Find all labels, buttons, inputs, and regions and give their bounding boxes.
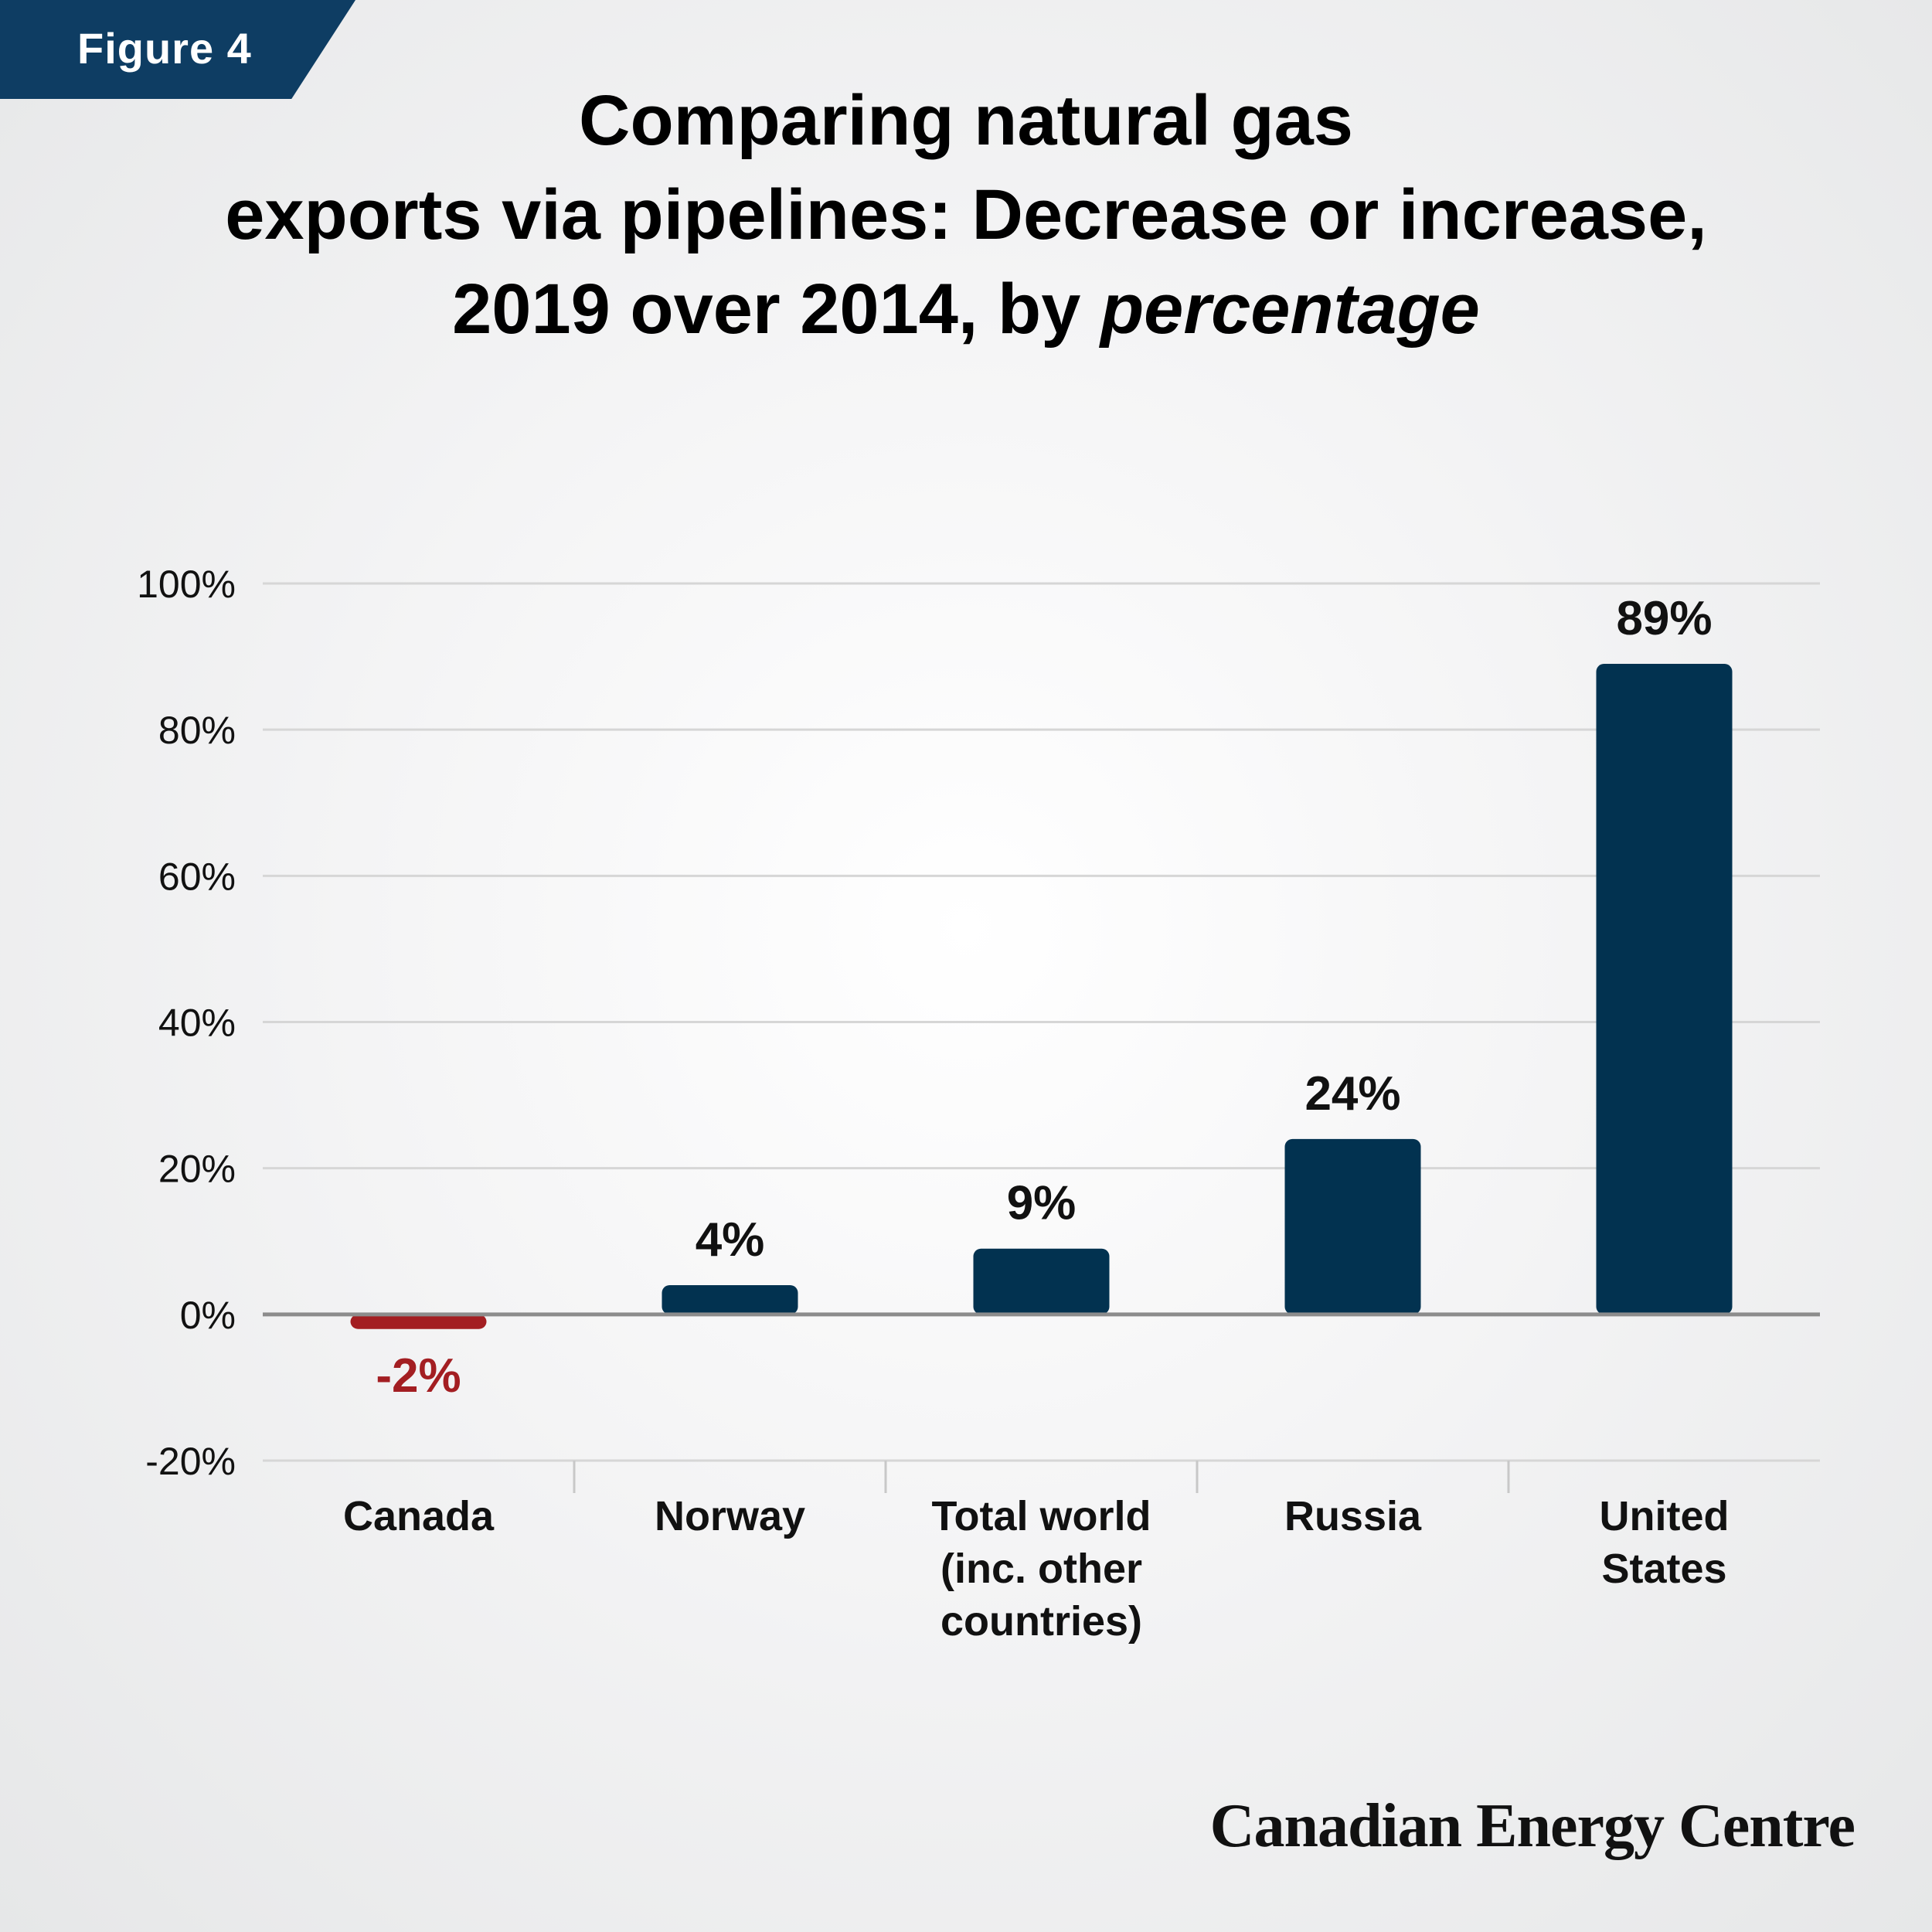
category-label-line: United — [1600, 1493, 1730, 1539]
category-label-line: (inc. other — [940, 1546, 1142, 1592]
chart-title: Comparing natural gas exports via pipeli… — [46, 73, 1886, 356]
title-line-3: 2019 over 2014, by percentage — [46, 262, 1886, 356]
brand-logo-text: Canadian Energy Centre — [1209, 1792, 1855, 1860]
category-label-line: States — [1601, 1546, 1726, 1592]
figure-badge — [0, 0, 355, 99]
category-label: Norway — [655, 1493, 805, 1539]
category-label: Canada — [343, 1493, 495, 1539]
category-label: Total world (inc. other countries) — [932, 1493, 1151, 1645]
bar — [350, 1314, 487, 1329]
bar — [1284, 1138, 1421, 1315]
category-label-line: Norway — [655, 1493, 805, 1539]
figure-label: Figure 4 — [77, 24, 252, 73]
title-line-3-emphasis: percentage — [1100, 270, 1480, 349]
data-label: 24% — [1304, 1067, 1400, 1121]
category-label-line: Russia — [1284, 1493, 1422, 1539]
title-line-1: Comparing natural gas — [579, 81, 1353, 160]
bar — [973, 1248, 1110, 1315]
category-label-line: countries) — [940, 1598, 1142, 1645]
bar — [1596, 664, 1733, 1315]
category-label: United States — [1600, 1493, 1730, 1592]
title-line-2: exports via pipelines: Decrease or incre… — [225, 175, 1707, 254]
data-label: 4% — [696, 1213, 765, 1267]
y-tick-label: 0% — [180, 1294, 236, 1337]
y-tick-label: -20% — [145, 1440, 236, 1483]
category-label-line: Canada — [343, 1493, 495, 1539]
data-label: -2% — [376, 1349, 461, 1403]
y-tick-label: 60% — [158, 855, 236, 898]
y-tick-label: 20% — [158, 1148, 236, 1191]
y-tick-label: 100% — [137, 563, 236, 606]
y-tick-label: 80% — [158, 709, 236, 752]
category-label: Russia — [1284, 1493, 1422, 1539]
bar — [662, 1285, 798, 1315]
category-label-line: Total world — [932, 1493, 1151, 1539]
title-line-3-text: 2019 over 2014, by — [452, 270, 1100, 349]
data-label: 89% — [1616, 592, 1712, 645]
data-label: 9% — [1007, 1177, 1077, 1230]
y-tick-label: 40% — [158, 1002, 236, 1045]
